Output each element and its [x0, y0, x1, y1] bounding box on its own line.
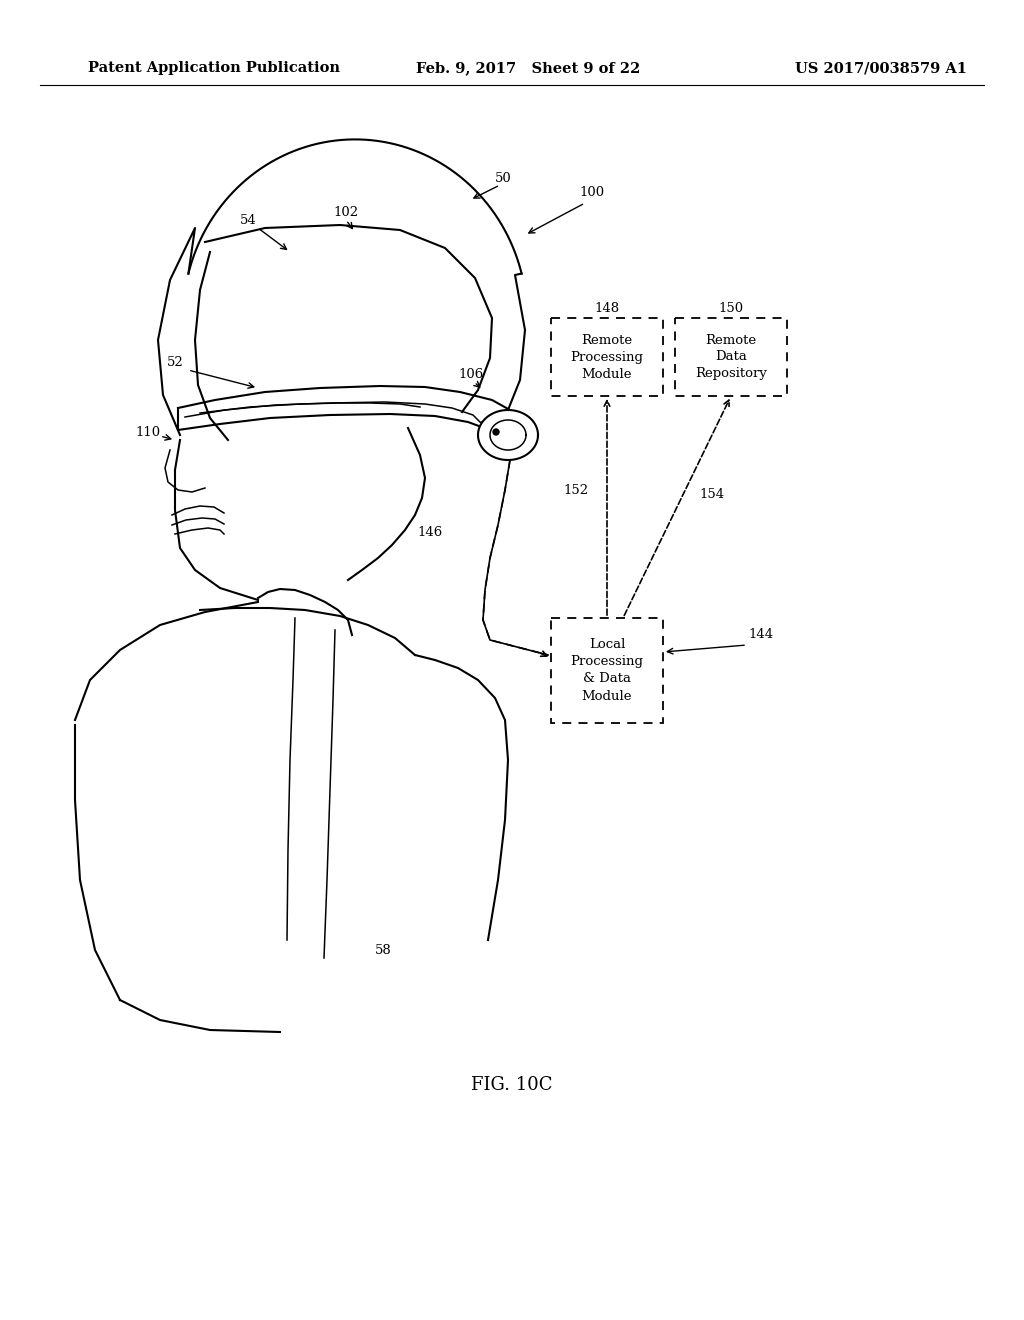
FancyBboxPatch shape — [675, 318, 787, 396]
Text: 58: 58 — [375, 944, 391, 957]
Text: 146: 146 — [418, 527, 442, 540]
Text: US 2017/0038579 A1: US 2017/0038579 A1 — [795, 61, 967, 75]
Text: 102: 102 — [334, 206, 358, 219]
Polygon shape — [478, 411, 538, 459]
Text: Local
Processing
& Data
Module: Local Processing & Data Module — [570, 639, 643, 702]
Text: 50: 50 — [495, 172, 511, 185]
Text: Remote
Processing
Module: Remote Processing Module — [570, 334, 643, 380]
Text: 152: 152 — [563, 483, 589, 496]
Text: 154: 154 — [699, 487, 725, 500]
Text: FIG. 10C: FIG. 10C — [471, 1076, 553, 1094]
Text: Patent Application Publication: Patent Application Publication — [88, 61, 340, 75]
Text: 110: 110 — [135, 425, 161, 438]
Text: 100: 100 — [580, 186, 604, 199]
Text: 144: 144 — [748, 628, 773, 642]
Text: 106: 106 — [459, 367, 483, 380]
Text: 54: 54 — [240, 214, 256, 227]
Text: 150: 150 — [719, 301, 743, 314]
Text: Remote
Data
Repository: Remote Data Repository — [695, 334, 767, 380]
Text: 52: 52 — [167, 355, 183, 368]
FancyBboxPatch shape — [551, 618, 663, 723]
Circle shape — [493, 429, 499, 436]
Text: Feb. 9, 2017   Sheet 9 of 22: Feb. 9, 2017 Sheet 9 of 22 — [416, 61, 640, 75]
Text: 148: 148 — [595, 301, 620, 314]
FancyBboxPatch shape — [551, 318, 663, 396]
